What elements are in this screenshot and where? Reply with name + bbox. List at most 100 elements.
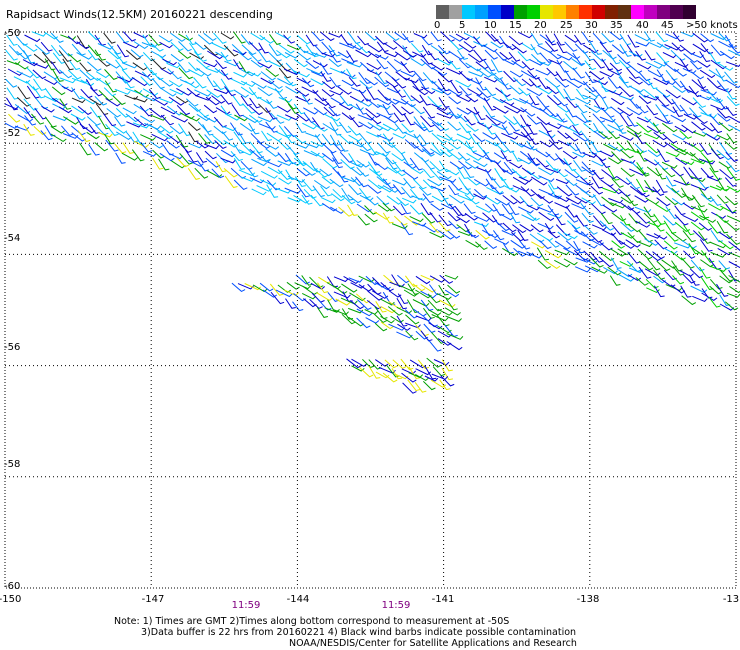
wind-barb: [706, 96, 723, 104]
wind-barb: [547, 230, 560, 239]
wind-barb: [644, 268, 661, 277]
wind-barb: [608, 52, 621, 65]
wind-barb: [423, 316, 438, 328]
wind-barb: [384, 359, 398, 369]
wind-barb: [365, 317, 380, 324]
wind-barb: [260, 170, 278, 179]
wind-barb: [494, 142, 508, 153]
wind-barb: [476, 167, 492, 173]
wind-barb: [625, 194, 638, 207]
wind-barb: [392, 40, 408, 50]
wind-barb: [626, 148, 644, 155]
wind-barb: [303, 112, 316, 123]
wind-barb: [223, 139, 238, 148]
wind-barb: [554, 240, 571, 250]
wind-barb: [691, 194, 705, 208]
wind-barb: [690, 205, 708, 213]
wind-barb: [474, 188, 488, 198]
lon-label--150: -150: [0, 594, 22, 605]
wind-barb: [563, 258, 578, 266]
wind-barb: [358, 283, 373, 292]
wind-barb: [526, 170, 542, 180]
wind-barb: [716, 108, 730, 119]
wind-barb: [131, 76, 149, 87]
wind-barb: [440, 193, 453, 206]
wind-barb: [349, 292, 366, 302]
wind-barb: [293, 134, 307, 144]
wind-barb: [725, 79, 740, 89]
wind-barb: [269, 34, 281, 45]
wind-barb: [436, 58, 453, 66]
wind-barb: [571, 203, 587, 210]
wind-barb: [347, 125, 361, 136]
wind-barb: [616, 268, 633, 278]
wind-barb: [314, 179, 330, 190]
wind-barb: [301, 77, 315, 88]
wind-barb: [661, 104, 678, 114]
wind-barb: [98, 132, 113, 138]
wind-barb: [33, 78, 46, 91]
wind-barb: [157, 54, 171, 64]
wind-barb: [635, 178, 649, 193]
wind-barb: [672, 275, 685, 285]
lat-label--52: -52: [4, 128, 21, 139]
wind-barb: [238, 169, 256, 177]
wind-barb: [717, 87, 732, 93]
wind-barb: [229, 122, 243, 136]
wind-barb: [269, 283, 284, 296]
wind-barb: [415, 373, 430, 382]
wind-barb: [54, 78, 69, 90]
wind-barb: [368, 365, 381, 379]
wind-barb: [87, 44, 102, 57]
wind-barb: [422, 193, 434, 203]
wind-barb: [465, 123, 479, 132]
wind-barb: [554, 194, 570, 203]
wind-barb: [608, 89, 623, 96]
wind-barb: [341, 313, 356, 325]
wind-barb: [654, 239, 668, 250]
wind-barb: [193, 77, 207, 89]
wind-barb: [468, 53, 484, 63]
wind-barb: [575, 266, 591, 273]
wind-barb: [337, 86, 352, 95]
wind-barb: [547, 123, 562, 130]
wind-barb: [367, 142, 380, 156]
wind-barb: [26, 67, 41, 79]
wind-barb: [511, 232, 525, 242]
wind-barb: [375, 359, 389, 367]
wind-barb: [158, 158, 170, 171]
wind-barb: [574, 230, 589, 237]
wind-barb: [421, 86, 436, 95]
wind-barb: [518, 87, 531, 96]
wind-barb: [609, 31, 624, 41]
wind-barb: [457, 49, 469, 60]
wind-barb: [464, 194, 480, 205]
wind-barb: [159, 125, 174, 134]
wind-barb: [728, 116, 740, 124]
wind-barb: [126, 121, 142, 128]
wind-barb: [665, 284, 683, 291]
wind-barb: [392, 98, 409, 105]
wind-barb: [681, 295, 697, 306]
wind-barb: [295, 274, 310, 285]
wind-barb: [375, 71, 389, 85]
wind-barb: [510, 212, 521, 224]
wind-barb: [634, 132, 647, 144]
wind-barb: [403, 77, 419, 84]
wind-barb: [177, 62, 190, 73]
wind-barb: [627, 231, 642, 243]
wind-barb: [728, 124, 740, 132]
wind-barb: [233, 143, 245, 154]
wind-barb: [160, 114, 174, 126]
wind-barb: [277, 169, 291, 180]
wind-barb: [531, 176, 548, 186]
colorbar-label-10: 10: [484, 20, 497, 31]
wind-barb: [122, 31, 136, 42]
wind-barb: [620, 231, 635, 239]
wind-barb: [114, 116, 126, 127]
wind-barb: [292, 301, 304, 312]
wind-barb: [356, 140, 372, 152]
wind-barb: [501, 203, 514, 215]
wind-barb: [563, 88, 575, 101]
